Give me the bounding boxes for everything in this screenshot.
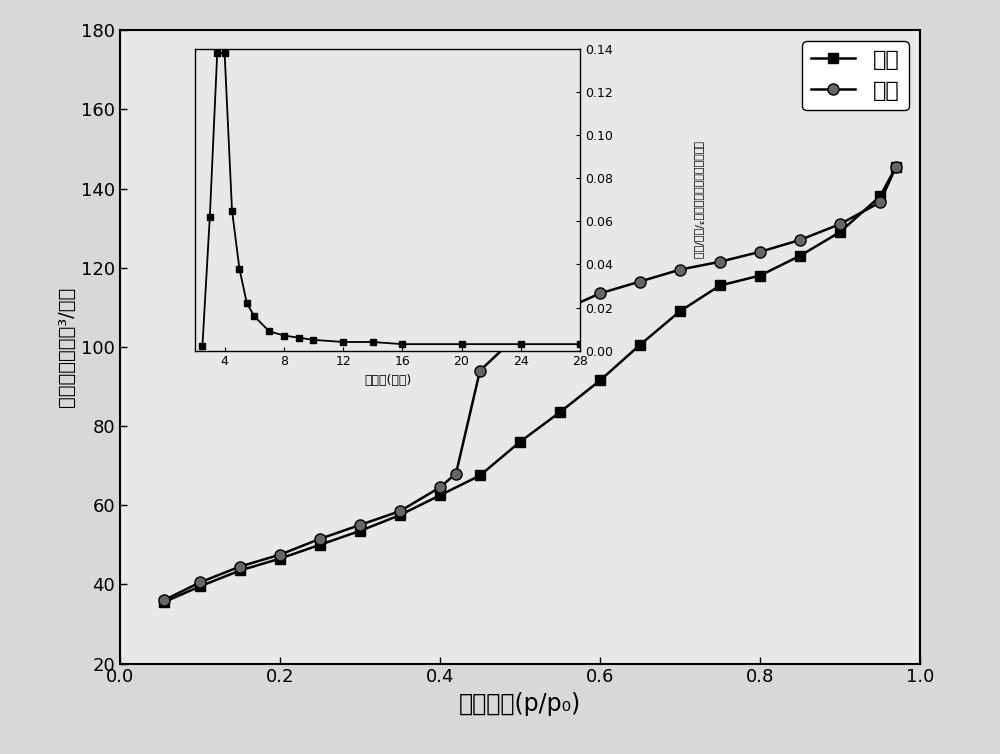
脱附 xyxy=(474,366,486,375)
吸附 xyxy=(674,307,686,316)
脱附 xyxy=(754,247,766,256)
脱附 xyxy=(634,277,646,286)
Line: 脱附: 脱附 xyxy=(158,161,902,605)
脱附 xyxy=(890,162,902,171)
脱附 xyxy=(794,235,806,244)
吸附 xyxy=(394,510,406,520)
X-axis label: 相对压力(p/p₀): 相对压力(p/p₀) xyxy=(459,692,581,716)
吸附 xyxy=(158,598,170,607)
吸附 xyxy=(890,162,902,171)
吸附 xyxy=(634,340,646,349)
Legend: 吸附, 脱附: 吸附, 脱附 xyxy=(802,41,909,110)
脱附 xyxy=(450,469,462,478)
吸附 xyxy=(874,192,886,201)
脱附 xyxy=(354,520,366,529)
吸附 xyxy=(514,437,526,446)
脱附 xyxy=(314,535,326,544)
脱附 xyxy=(194,578,206,587)
吸附 xyxy=(354,526,366,535)
吸附 xyxy=(474,471,486,480)
吸附 xyxy=(434,491,446,500)
吸附 xyxy=(754,271,766,280)
脱附 xyxy=(158,596,170,605)
Y-axis label: 吸附体积（厘米³/克）: 吸附体积（厘米³/克） xyxy=(56,287,75,407)
吸附 xyxy=(274,554,286,563)
吸附 xyxy=(554,408,566,417)
脱附 xyxy=(554,307,566,316)
X-axis label: 孔直径(纳米): 孔直径(纳米) xyxy=(364,374,411,387)
脱附 xyxy=(594,289,606,298)
吸附 xyxy=(194,582,206,591)
Y-axis label: 孔容对孔直径的微分（厘米³/纳米/克）: 孔容对孔直径的微分（厘米³/纳米/克） xyxy=(693,141,703,259)
脱附 xyxy=(234,562,246,571)
吸附 xyxy=(594,376,606,385)
脱附 xyxy=(434,483,446,492)
脱附 xyxy=(714,257,726,266)
脱附 xyxy=(834,219,846,228)
吸附 xyxy=(794,251,806,260)
脱附 xyxy=(874,198,886,207)
吸附 xyxy=(314,540,326,549)
吸附 xyxy=(714,281,726,290)
脱附 xyxy=(674,265,686,274)
Line: 吸附: 吸附 xyxy=(159,162,901,607)
脱附 xyxy=(274,550,286,559)
脱附 xyxy=(394,507,406,516)
脱附 xyxy=(514,329,526,338)
吸附 xyxy=(834,228,846,237)
吸附 xyxy=(234,566,246,575)
